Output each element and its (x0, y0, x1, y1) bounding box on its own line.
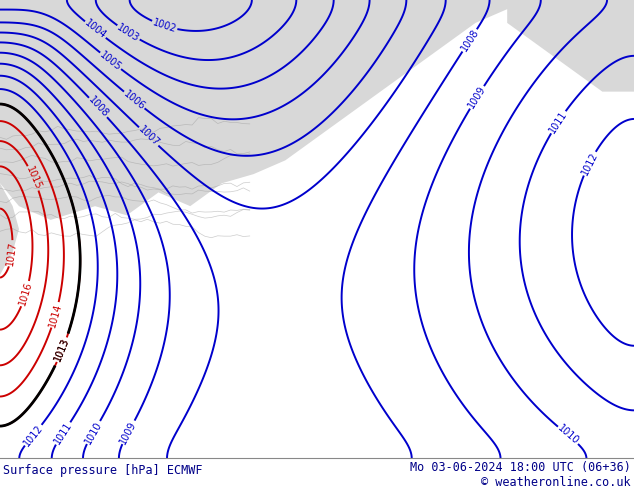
Text: 1007: 1007 (136, 124, 161, 148)
Text: 1005: 1005 (98, 49, 123, 73)
Text: 1010: 1010 (83, 419, 104, 445)
Text: 1014: 1014 (48, 302, 63, 328)
Polygon shape (0, 0, 19, 275)
Text: 1006: 1006 (122, 89, 147, 112)
Text: 1012: 1012 (22, 422, 45, 448)
Text: 1008: 1008 (86, 95, 110, 120)
Text: 1012: 1012 (579, 150, 599, 177)
Text: 1011: 1011 (547, 109, 569, 135)
Text: 1013: 1013 (53, 337, 72, 363)
Text: 1016: 1016 (17, 281, 34, 307)
Text: © weatheronline.co.uk: © weatheronline.co.uk (481, 476, 631, 490)
Polygon shape (507, 0, 634, 92)
Text: 1009: 1009 (118, 419, 138, 445)
Text: 1003: 1003 (115, 22, 141, 44)
Text: 1004: 1004 (82, 18, 108, 41)
Text: 1002: 1002 (152, 17, 178, 34)
Text: 1013: 1013 (53, 337, 72, 363)
Text: Surface pressure [hPa] ECMWF: Surface pressure [hPa] ECMWF (3, 465, 203, 477)
Text: Mo 03-06-2024 18:00 UTC (06+36): Mo 03-06-2024 18:00 UTC (06+36) (410, 461, 631, 473)
Text: 1011: 1011 (52, 420, 74, 446)
Text: 1017: 1017 (5, 241, 18, 266)
Text: 1010: 1010 (555, 423, 581, 447)
Text: 1015: 1015 (24, 165, 43, 192)
Text: 1009: 1009 (466, 84, 488, 110)
Polygon shape (0, 0, 539, 220)
Text: 1008: 1008 (459, 27, 481, 53)
